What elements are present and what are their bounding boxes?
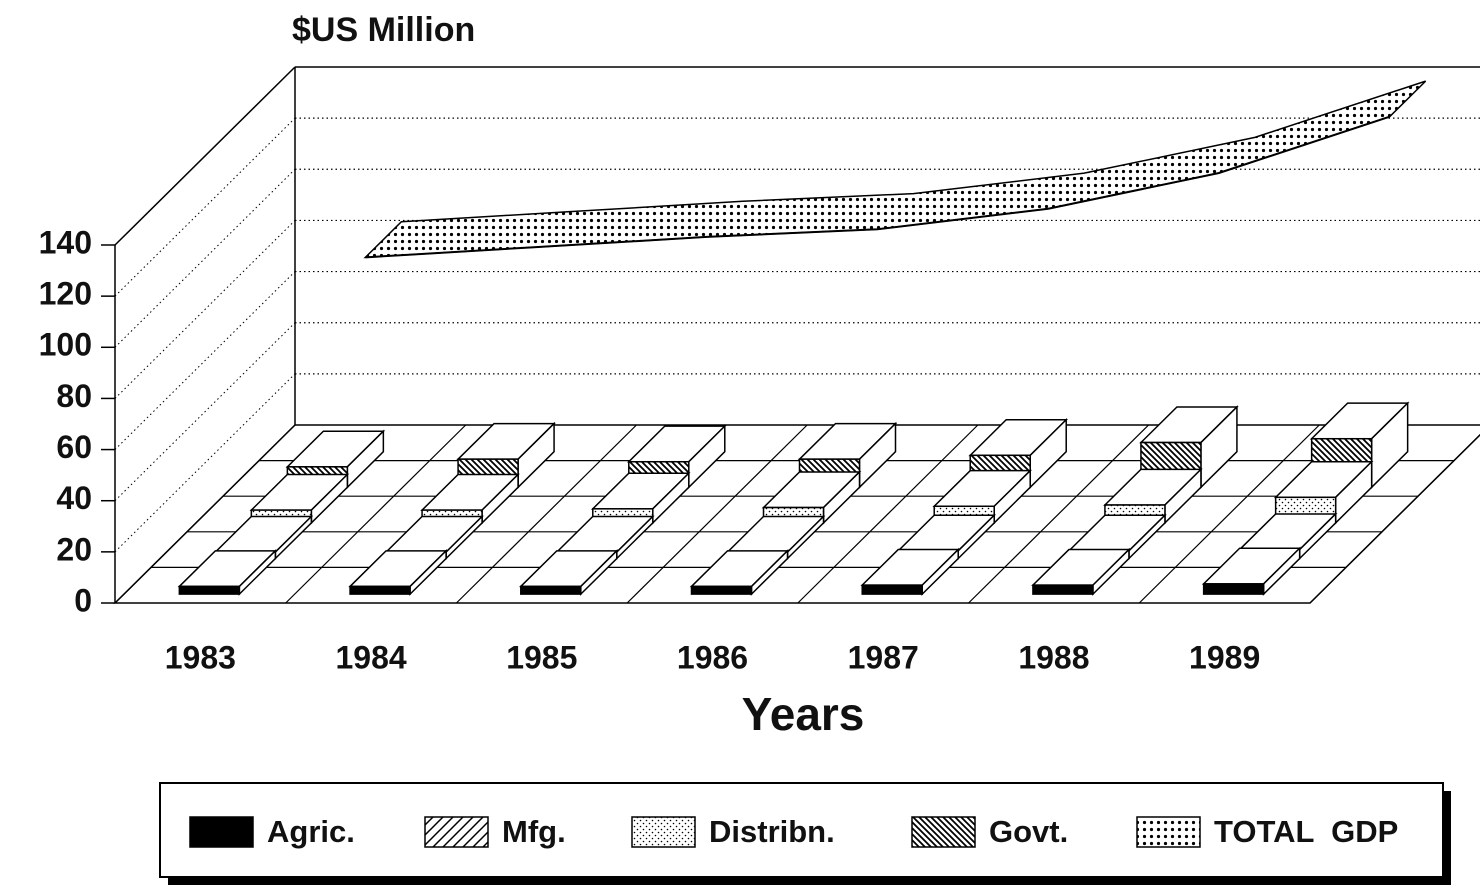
line: [365, 115, 1390, 259]
left-wall-top-edge: [114, 66, 296, 246]
x-tick-label: 1985: [506, 639, 577, 675]
y-tick-label: 60: [56, 429, 92, 465]
y-tick-label: 40: [56, 480, 92, 516]
grid-line: [114, 322, 296, 502]
bar-front: [520, 585, 582, 595]
bar-front: [690, 585, 753, 595]
floor-category-line: [114, 424, 296, 604]
bar: [689, 549, 790, 596]
x-tick-label: 1989: [1189, 639, 1260, 675]
x-tick-label: 1987: [848, 639, 919, 675]
y-tick-label: 80: [56, 378, 92, 414]
bar-front: [1202, 583, 1265, 595]
y-tick-label: 20: [56, 531, 92, 567]
legend-swatch: [189, 816, 254, 848]
legend-swatch: [424, 816, 489, 848]
bar: [1201, 546, 1302, 596]
legend-swatch: [1136, 816, 1201, 848]
legend-label: Distribn.: [709, 814, 835, 849]
y-tick-label: 120: [39, 276, 92, 312]
legend-swatch: [631, 816, 696, 848]
legend-label: Mfg.: [502, 814, 566, 849]
grid-line: [114, 373, 296, 553]
y-tick-label: 140: [39, 224, 92, 260]
grid-line: [114, 220, 296, 399]
x-tick-label: 1986: [677, 639, 748, 675]
bar-front: [178, 585, 241, 595]
bar-front: [1032, 584, 1094, 595]
bar-front: [861, 584, 923, 595]
y-tick-label: 100: [39, 327, 92, 363]
chart-title: $US Million: [292, 11, 475, 49]
legend-label: TOTAL GDP: [1214, 814, 1398, 849]
legend-label: Agric.: [267, 814, 355, 849]
bar: [860, 547, 961, 596]
x-tick-label: 1988: [1018, 639, 1089, 675]
grid-line: [114, 117, 296, 297]
legend-label: Govt.: [989, 814, 1068, 849]
x-tick-label: 1984: [335, 639, 406, 675]
legend-box: [159, 782, 1444, 878]
grid-line: [114, 168, 296, 348]
floor-category-line: [1138, 424, 1320, 604]
floor-category-line: [456, 424, 637, 604]
bar: [177, 549, 278, 596]
floor-category-line: [285, 424, 467, 604]
legend-swatch: [911, 816, 976, 848]
bar: [1031, 547, 1131, 596]
y-tick-label: 0: [74, 582, 92, 618]
x-tick-label: 1983: [165, 639, 236, 675]
floor-category-line: [626, 424, 808, 604]
bar: [1103, 467, 1203, 525]
bar: [348, 549, 448, 596]
floor-category-line: [1309, 434, 1480, 604]
floor-category-line: [797, 424, 979, 604]
ribbon: [363, 80, 1427, 259]
bar-front: [349, 585, 411, 595]
x-axis-label: Years: [742, 688, 865, 740]
bar: [518, 549, 619, 596]
floor-category-line: [968, 424, 1149, 604]
grid-line: [114, 271, 296, 450]
